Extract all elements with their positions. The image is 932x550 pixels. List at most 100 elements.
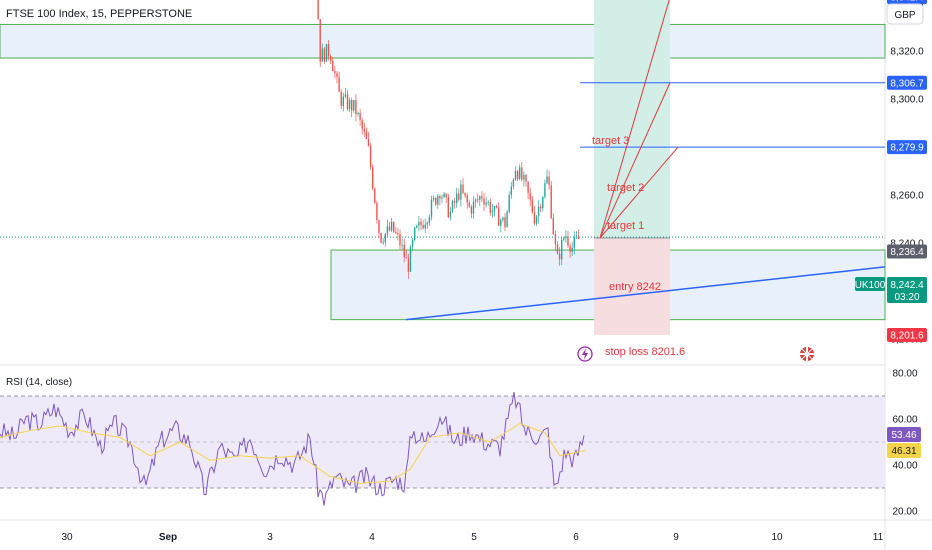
candle xyxy=(395,231,397,233)
support-trendline xyxy=(405,266,886,321)
candle xyxy=(353,100,355,111)
candle xyxy=(357,112,359,115)
candle xyxy=(546,176,548,184)
price-tag-label: 8,342.4 xyxy=(890,0,924,4)
lightning-icon[interactable] xyxy=(577,346,593,362)
candle xyxy=(491,210,494,213)
candle xyxy=(537,206,540,217)
candle xyxy=(487,201,489,203)
candle xyxy=(323,48,326,62)
candle xyxy=(514,171,517,180)
candle xyxy=(401,244,403,246)
candle xyxy=(481,196,483,199)
rsi-tick-label: 60.00 xyxy=(892,415,917,426)
rsi-ma-label: 46.31 xyxy=(891,446,916,457)
candle xyxy=(411,239,414,247)
candle xyxy=(577,236,580,239)
candle xyxy=(443,193,445,198)
candle xyxy=(445,193,447,197)
candle xyxy=(506,211,508,228)
price-tag xyxy=(887,0,927,5)
candle xyxy=(472,201,475,214)
candle xyxy=(418,221,420,226)
candle xyxy=(327,44,330,57)
projection-ray-3 xyxy=(599,146,679,239)
price-tick-label: 8,300.0 xyxy=(890,94,924,105)
candle xyxy=(399,234,401,246)
target-2-label: target 2 xyxy=(607,182,644,194)
candle xyxy=(512,179,515,187)
candle xyxy=(533,212,536,224)
candle xyxy=(519,167,521,179)
candle xyxy=(363,128,365,132)
candle xyxy=(376,202,378,221)
rsi-title: RSI (14, close) xyxy=(6,377,72,388)
price-tag-label: 8,201.6 xyxy=(890,331,924,342)
price-tick-label: 8,320.0 xyxy=(890,46,924,57)
candle xyxy=(378,220,380,234)
candle xyxy=(561,239,563,260)
candle xyxy=(462,184,464,193)
time-tick-label: 11 xyxy=(873,532,884,543)
candle xyxy=(483,198,485,205)
candle xyxy=(428,216,431,223)
candle xyxy=(334,71,336,74)
candle xyxy=(563,238,565,240)
target-1-label: target 1 xyxy=(607,220,644,232)
rsi-value-label: 53.46 xyxy=(891,430,916,441)
candle xyxy=(372,167,374,189)
time-tick-label: 6 xyxy=(573,532,579,543)
candle xyxy=(550,185,552,219)
entry-label: entry 8242 xyxy=(609,281,661,293)
candle xyxy=(554,234,557,245)
rsi-tick-label: 80.00 xyxy=(892,369,917,380)
projection-ray-1 xyxy=(599,0,670,239)
candle xyxy=(449,211,452,218)
candle xyxy=(523,174,525,180)
candle xyxy=(430,199,433,217)
candle xyxy=(386,226,389,234)
candle xyxy=(508,194,510,212)
candle xyxy=(569,245,571,252)
candle xyxy=(500,220,502,226)
candle xyxy=(516,171,519,179)
currency-button[interactable] xyxy=(886,3,924,25)
candle xyxy=(468,202,470,207)
rsi-ma-line xyxy=(0,423,586,484)
countdown-label: 03:20 xyxy=(894,292,919,303)
candle xyxy=(470,206,473,214)
last-price-tag xyxy=(887,277,927,303)
candle xyxy=(552,218,554,235)
candle xyxy=(422,225,424,229)
time-tick-label: 9 xyxy=(673,532,679,543)
candle xyxy=(565,236,567,239)
candle xyxy=(340,91,342,106)
rsi-tick-label: 40.00 xyxy=(892,461,917,472)
ticker-tag xyxy=(855,277,885,291)
candle xyxy=(558,253,561,260)
candle xyxy=(439,195,441,199)
candle xyxy=(437,195,439,205)
candle xyxy=(527,181,529,193)
price-tag-label: 8,306.7 xyxy=(890,78,924,89)
candle xyxy=(369,145,372,168)
candle xyxy=(359,112,361,121)
candle xyxy=(441,197,443,199)
candle xyxy=(531,199,533,213)
candle xyxy=(403,244,405,258)
candle xyxy=(493,206,496,211)
rsi-tick-label: 20.00 xyxy=(892,507,917,518)
candle xyxy=(390,221,393,231)
candle xyxy=(361,120,363,129)
candle xyxy=(456,193,458,203)
time-tick-label: 10 xyxy=(771,532,783,543)
candle xyxy=(535,216,538,224)
candle xyxy=(466,195,468,203)
time-tick-label: 3 xyxy=(267,532,273,543)
candle xyxy=(477,199,479,201)
currency-label: GBP xyxy=(894,10,915,21)
uk-flag-icon[interactable] xyxy=(800,347,814,361)
candle xyxy=(407,258,410,272)
candle xyxy=(502,217,504,221)
